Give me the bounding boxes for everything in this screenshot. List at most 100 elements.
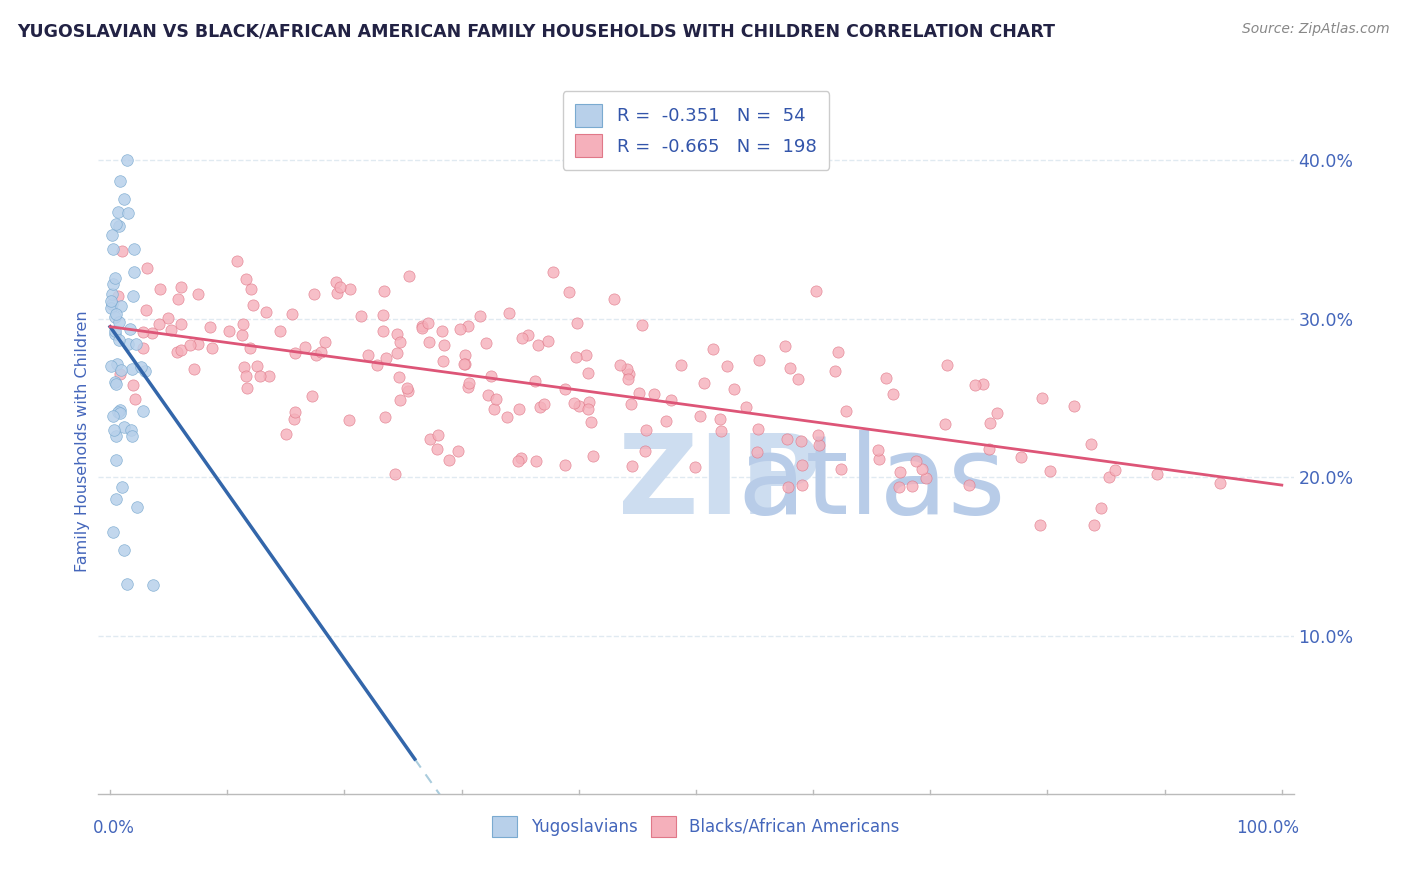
- Point: [508, 401, 530, 416]
- Point: [284, 346, 307, 360]
- Point: [104, 375, 127, 389]
- Point: [337, 413, 360, 427]
- Point: [709, 412, 731, 426]
- Point: [631, 318, 654, 332]
- Point: [498, 306, 520, 320]
- Point: [373, 309, 395, 323]
- Point: [112, 419, 135, 434]
- Point: [747, 422, 769, 436]
- Point: [200, 320, 222, 334]
- Point: [187, 336, 209, 351]
- Point: [454, 348, 477, 362]
- Point: [963, 378, 986, 392]
- Point: [437, 453, 460, 467]
- Point: [132, 404, 155, 418]
- Point: [117, 206, 139, 220]
- Point: [416, 316, 439, 330]
- Point: [433, 338, 456, 352]
- Point: [1083, 517, 1105, 532]
- Legend: Yugoslavians, Blacks/African Americans: Yugoslavians, Blacks/African Americans: [484, 807, 908, 846]
- Point: [226, 253, 249, 268]
- Point: [558, 285, 581, 299]
- Point: [357, 348, 380, 362]
- Point: [620, 397, 643, 411]
- Point: [447, 444, 470, 458]
- Point: [866, 443, 889, 458]
- Point: [533, 397, 555, 411]
- Point: [617, 372, 640, 386]
- Point: [121, 362, 143, 376]
- Y-axis label: Family Households with Children: Family Households with Children: [75, 310, 90, 573]
- Point: [562, 396, 585, 410]
- Point: [107, 405, 129, 419]
- Point: [905, 454, 928, 468]
- Point: [979, 416, 1001, 430]
- Point: [419, 432, 441, 446]
- Point: [179, 338, 201, 352]
- Point: [627, 386, 650, 401]
- Text: 100.0%: 100.0%: [1236, 819, 1299, 837]
- Point: [132, 341, 155, 355]
- Point: [101, 227, 124, 242]
- Point: [986, 406, 1008, 420]
- Point: [1080, 436, 1102, 450]
- Point: [142, 578, 165, 592]
- Point: [915, 471, 938, 485]
- Point: [301, 389, 323, 403]
- Point: [787, 372, 810, 386]
- Point: [411, 319, 433, 334]
- Point: [875, 370, 897, 384]
- Point: [882, 386, 904, 401]
- Point: [284, 405, 307, 419]
- Point: [565, 316, 588, 330]
- Point: [314, 335, 336, 350]
- Point: [510, 331, 533, 345]
- Point: [655, 414, 678, 428]
- Point: [830, 461, 852, 475]
- Point: [616, 362, 638, 376]
- Point: [111, 244, 134, 258]
- Point: [125, 500, 148, 514]
- Point: [108, 402, 131, 417]
- Point: [218, 324, 240, 338]
- Point: [1209, 476, 1232, 491]
- Point: [790, 458, 813, 473]
- Point: [482, 402, 505, 417]
- Point: [529, 401, 551, 415]
- Point: [122, 289, 145, 303]
- Point: [269, 325, 291, 339]
- Point: [105, 358, 128, 372]
- Point: [1063, 399, 1085, 413]
- Point: [957, 478, 980, 492]
- Point: [1104, 463, 1126, 477]
- Point: [603, 292, 626, 306]
- Point: [169, 317, 191, 331]
- Point: [432, 324, 454, 338]
- Point: [659, 392, 682, 407]
- Point: [395, 381, 418, 395]
- Point: [120, 322, 142, 336]
- Point: [169, 279, 191, 293]
- Point: [124, 265, 146, 279]
- Point: [1146, 467, 1168, 481]
- Point: [374, 410, 396, 425]
- Point: [617, 367, 640, 381]
- Point: [100, 294, 122, 309]
- Point: [426, 442, 449, 457]
- Point: [131, 359, 153, 374]
- Text: ZIP: ZIP: [619, 430, 821, 537]
- Point: [790, 478, 813, 492]
- Point: [458, 376, 481, 391]
- Point: [827, 345, 849, 359]
- Point: [112, 543, 135, 558]
- Point: [835, 403, 858, 417]
- Point: [432, 354, 454, 368]
- Point: [232, 359, 254, 374]
- Point: [339, 282, 361, 296]
- Point: [453, 358, 475, 372]
- Point: [496, 410, 519, 425]
- Point: [576, 401, 599, 416]
- Point: [235, 272, 257, 286]
- Text: atlas: atlas: [738, 430, 1007, 537]
- Point: [104, 324, 127, 338]
